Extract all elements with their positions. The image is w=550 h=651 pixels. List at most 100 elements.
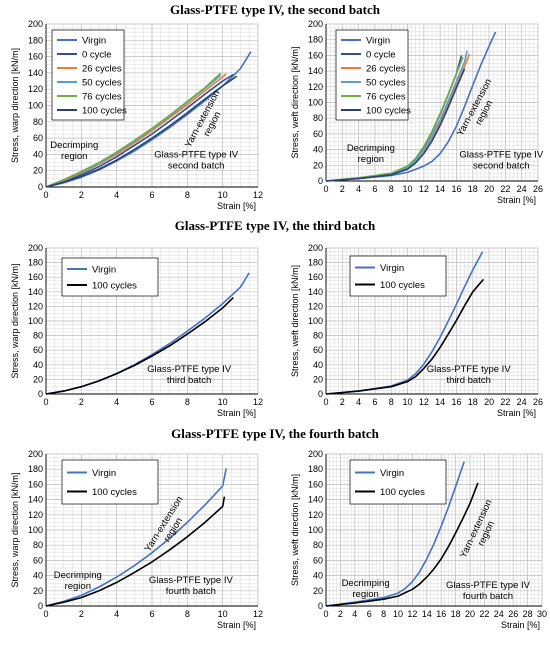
charts-group: 0 2 4 6 8 10 12020406080100120140160180200Stra… (10, 19, 547, 630)
x-axis-label: Strain [%] (217, 620, 256, 630)
y-axis-label: Stress, weft direction [kN/m] (290, 265, 300, 377)
y-tick-label: 20 (33, 166, 43, 176)
x-tick-label: 6 (367, 609, 372, 619)
legend: Virgin 100 cycles (61, 459, 159, 505)
annotation-line: fourth batch (166, 586, 216, 597)
x-tick-label: 2 (340, 184, 345, 194)
y-tick-label: 80 (33, 331, 43, 341)
x-tick-label: 26 (533, 397, 543, 407)
y-tick-label: 40 (33, 571, 43, 581)
legend-label: 50 cycles (82, 78, 122, 89)
series-line-76-cycles (325, 56, 464, 182)
legend-box (51, 29, 125, 121)
x-tick-label: 18 (468, 184, 478, 194)
legend-label: Virgin (366, 36, 390, 47)
chart-panel-3: 0 2 4 6 8 10 12020406080100120140160180200Stra… (10, 243, 263, 418)
x-tick-label: 12 (253, 190, 263, 200)
series-line-76-cycles (45, 72, 222, 188)
x-tick-label: 0 (43, 190, 48, 200)
x-tick-label: 8 (185, 397, 190, 407)
y-tick-label: 140 (308, 495, 323, 505)
y-tick-label: 180 (28, 258, 43, 268)
x-tick-label: 22 (500, 397, 510, 407)
annotation: Decrimping region (342, 578, 390, 600)
x-axis-label: Strain [%] (501, 620, 540, 630)
y-tick-label: 100 (308, 525, 323, 535)
y-tick-label: 100 (308, 316, 323, 326)
x-tick-label: 12 (419, 397, 429, 407)
series-line-100-cycles (325, 68, 466, 182)
annotation-line: region (61, 151, 87, 162)
x-tick-label: 14 (422, 609, 432, 619)
annotation-line: Decrimping (342, 578, 390, 589)
x-tick-label: 28 (523, 609, 533, 619)
legend-label: 0 cycle (366, 50, 396, 61)
legend-label: 26 cycles (366, 64, 406, 75)
y-axis-label: Stress, warp direction [kN/m] (10, 472, 20, 587)
x-tick-label: 4 (114, 609, 119, 619)
annotation: Decrimping region (50, 140, 98, 162)
y-tick-label: 140 (28, 68, 43, 78)
y-tick-label: 100 (28, 101, 43, 111)
legend-label: Virgin (92, 265, 116, 276)
y-tick-label: 160 (28, 272, 43, 282)
annotation-line: Glass-PTFE type IV (154, 150, 239, 161)
y-tick-label: 100 (28, 525, 43, 535)
annotation: Glass-PTFE type IV second batch (154, 150, 239, 172)
series-line-100-cycles (45, 496, 226, 607)
annotation-line: Glass-PTFE type IV (147, 364, 232, 375)
y-tick-label: 160 (28, 479, 43, 489)
x-axis-label: Strain [%] (497, 408, 536, 418)
y-tick-label: 40 (313, 571, 323, 581)
legend-box (61, 459, 159, 505)
y-tick-label: 20 (33, 586, 43, 596)
series-line-0-cycle (45, 73, 234, 188)
y-tick-label: 20 (313, 160, 323, 170)
legend: Virgin 100 cycles (349, 255, 447, 297)
y-tick-label: 140 (308, 66, 323, 76)
heading-fourth-batch: Glass-PTFE type IV, the fourth batch (171, 426, 380, 441)
annotation: Glass-PTFE type IV third batch (427, 364, 512, 386)
y-tick-label: 0 (38, 389, 43, 399)
y-tick-label: 80 (313, 540, 323, 550)
x-tick-label: 24 (517, 184, 527, 194)
x-tick-label: 14 (435, 397, 445, 407)
y-tick-label: 60 (313, 555, 323, 565)
y-tick-label: 200 (28, 243, 43, 253)
y-tick-label: 60 (33, 133, 43, 143)
x-axis-label: Strain [%] (217, 408, 256, 418)
x-tick-label: 4 (114, 190, 119, 200)
annotation-line: Glass-PTFE type IV (446, 580, 531, 591)
y-tick-label: 180 (28, 464, 43, 474)
chart-panel-4: 0 2 4 6 8 10 12 14 16 18 20 22 24 2602040608010012014… (290, 243, 543, 418)
x-tick-label: 8 (389, 397, 394, 407)
annotation-line: third batch (447, 375, 491, 386)
legend: Virgin 100 cycles (349, 459, 447, 505)
annotation-line: Glass-PTFE type IV (427, 364, 512, 375)
series-line-virgin (325, 461, 465, 607)
legend-label: 0 cycle (82, 50, 112, 61)
x-tick-label: 20 (484, 184, 494, 194)
series-line-100-cycles (45, 297, 234, 395)
y-tick-label: 120 (28, 301, 43, 311)
y-tick-label: 160 (308, 479, 323, 489)
y-tick-label: 160 (308, 272, 323, 282)
x-tick-label: 4 (114, 397, 119, 407)
annotation-line: Glass-PTFE type IV (459, 149, 544, 160)
x-tick-label: 0 (43, 609, 48, 619)
chart-panel-1: 0 2 4 6 8 10 12020406080100120140160180200Stra… (10, 19, 263, 211)
y-tick-label: 200 (308, 449, 323, 459)
chart-panel-5: 0 2 4 6 8 10 12020406080100120140160180200Stra… (10, 449, 263, 630)
series-line-100-cycles (45, 75, 238, 188)
y-tick-label: 40 (313, 360, 323, 370)
y-tick-label: 60 (33, 555, 43, 565)
x-tick-label: 24 (494, 609, 504, 619)
x-tick-label: 6 (149, 397, 154, 407)
y-tick-label: 120 (28, 84, 43, 94)
x-tick-label: 12 (419, 184, 429, 194)
y-tick-label: 40 (33, 360, 43, 370)
legend-label: Virgin (82, 36, 106, 47)
legend-label: 100 cycles (380, 280, 425, 291)
y-tick-label: 20 (313, 586, 323, 596)
x-tick-label: 0 (43, 397, 48, 407)
